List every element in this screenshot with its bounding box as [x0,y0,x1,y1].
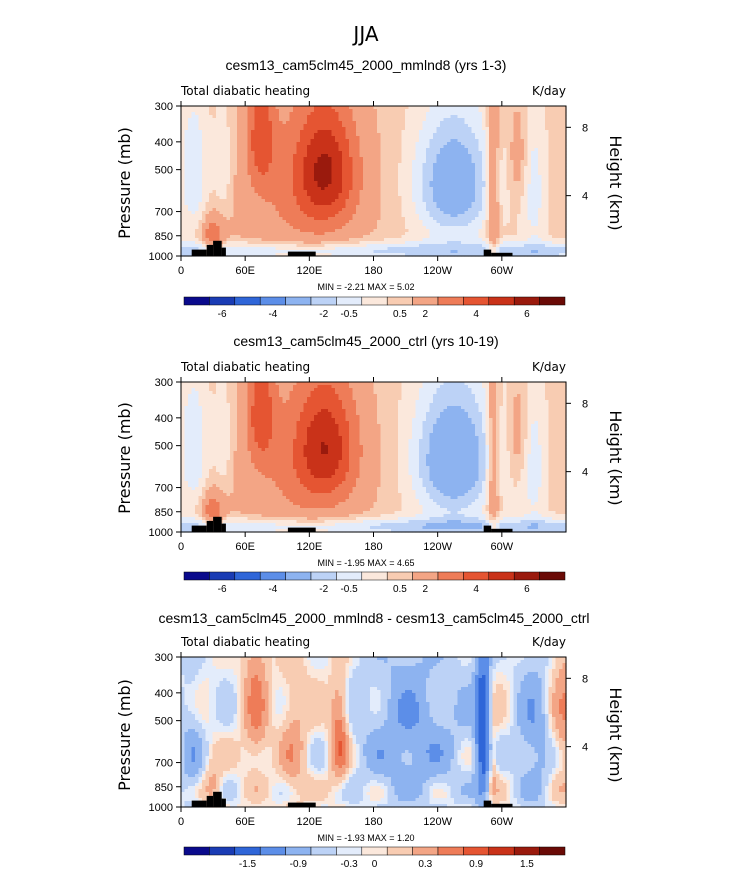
figure-title: JJA [351,22,378,46]
panel-1-heatmap [181,106,567,257]
panel-1-ylabel-right: Height (km) [606,135,625,230]
panel-1-left-label: Total diabatic heating [180,84,310,98]
panel-1: cesm13_cam5clm45_2000_mmlnd8 (yrs 1-3) T… [115,57,625,320]
panel-1-title: cesm13_cam5clm45_2000_mmlnd8 (yrs 1-3) [226,57,507,73]
panel-1-right-label: K/day [532,84,566,98]
panel-1-ylabel: Pressure (mb) [115,127,134,239]
